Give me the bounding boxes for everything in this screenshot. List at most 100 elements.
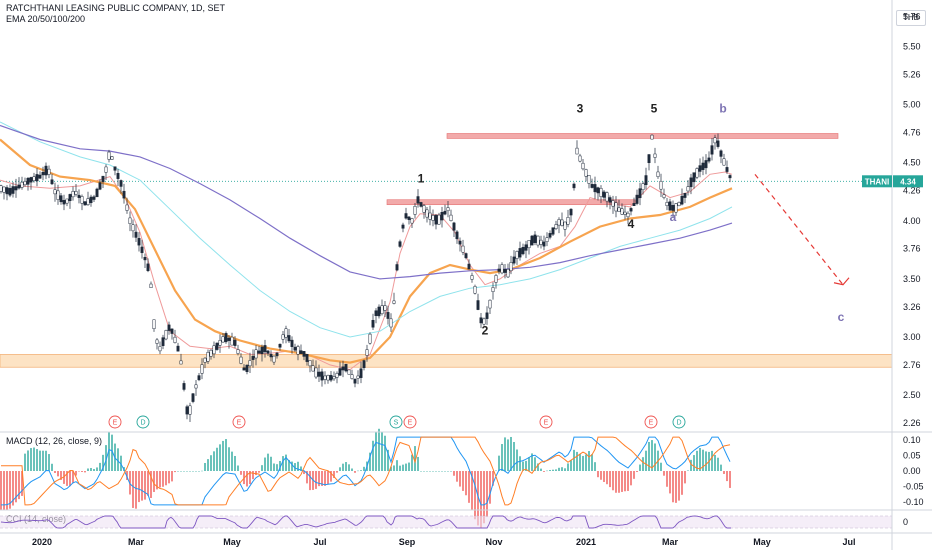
candle-body (143, 256, 147, 261)
candle-body (476, 300, 480, 310)
macd-histogram-bar (267, 453, 269, 471)
candle-body (356, 375, 360, 379)
macd-histogram-bar (681, 471, 683, 495)
candle-body (122, 190, 126, 199)
candle-body (725, 167, 729, 172)
candle-body (458, 240, 462, 245)
candle-body (569, 208, 573, 216)
macd-histogram-bar (684, 471, 686, 484)
macd-histogram-bar (171, 471, 173, 482)
candle-body (596, 187, 600, 194)
candle-body (713, 137, 717, 144)
macd-histogram-bar (651, 440, 653, 471)
candle-body (14, 186, 18, 191)
candle-body (2, 186, 6, 193)
candle-body (383, 305, 387, 311)
candle-body (545, 237, 549, 242)
candle-body (152, 319, 156, 330)
macd-histogram-bar (441, 471, 443, 472)
candle-body (347, 369, 351, 375)
macd-histogram-bar (252, 471, 254, 480)
x-tick-label: Mar (662, 537, 679, 547)
macd-histogram-bar (354, 471, 356, 473)
candle-body (332, 376, 336, 380)
macd-histogram-bar (483, 471, 485, 524)
macd-histogram-bar (294, 463, 296, 471)
macd-histogram-bar (306, 471, 308, 484)
ticker-symbol: THANI (865, 177, 889, 186)
candle-body (419, 202, 423, 207)
candle-body (368, 333, 372, 344)
candle-body (230, 336, 234, 346)
macd-histogram-bar (219, 444, 221, 471)
candle-body (176, 345, 180, 352)
event-marker (403, 415, 417, 429)
macd-histogram-bar (36, 449, 38, 471)
macd-histogram-bar (357, 470, 359, 472)
macd-histogram-bar (207, 459, 209, 471)
candle-body (50, 179, 54, 185)
candle-body (728, 175, 732, 179)
candle-body (701, 162, 705, 170)
candle-body (500, 264, 504, 274)
candle-body (305, 354, 309, 362)
candle-body (158, 346, 162, 352)
y-tick-label: 5.76 (903, 11, 921, 21)
macd-line (1, 436, 731, 506)
macd-histogram-bar (192, 471, 194, 472)
candle-body (113, 166, 117, 171)
macd-histogram-bar (543, 471, 545, 472)
candle-body (374, 310, 378, 316)
macd-histogram-bar (552, 469, 554, 471)
candle-body (77, 194, 81, 198)
candle-body (695, 168, 699, 178)
candle-body (0, 185, 3, 192)
macd-histogram-bar (618, 471, 620, 493)
macd-histogram-bar (612, 471, 614, 491)
macd-histogram-bar (576, 451, 578, 471)
candle-body (611, 200, 615, 207)
last-price-value: 4.34 (900, 177, 916, 186)
candle-body (227, 337, 231, 341)
candle-body (260, 346, 264, 355)
candle-body (680, 195, 684, 205)
candle-body (533, 234, 537, 243)
candle-body (479, 317, 483, 324)
candle-body (353, 378, 357, 384)
candle-body (707, 157, 711, 162)
candle-body (626, 212, 630, 218)
macd-histogram-bar (225, 439, 227, 471)
macd-histogram-bar (258, 471, 260, 473)
candle-body (449, 214, 453, 221)
candle-body (656, 171, 660, 177)
macd-histogram-bar (501, 444, 503, 471)
macd-histogram-bar (9, 471, 11, 509)
wave-label-4: 4 (628, 217, 635, 231)
macd-histogram-bar (228, 447, 230, 471)
candle-body (299, 350, 303, 354)
annotations: 1 2 3 4 5 a b c E D E S E E E D (108, 102, 850, 429)
macd-histogram-bar (456, 471, 458, 482)
currency-badge[interactable]: THB (896, 10, 926, 26)
macd-tick-label: 0.10 (903, 435, 921, 445)
candle-body (131, 224, 135, 232)
candle-body (722, 158, 726, 166)
macd-histogram-bar (411, 454, 413, 471)
macd-histogram-bar (330, 471, 332, 482)
candle-body (275, 352, 279, 357)
candle-body (653, 153, 657, 158)
candle-body (515, 251, 519, 259)
macd-histogram-bar (603, 471, 605, 482)
candle-body (560, 219, 564, 226)
candle-body (443, 210, 447, 215)
candle-body (539, 239, 543, 245)
candle-body (389, 318, 393, 328)
last-price-badge (893, 175, 923, 188)
macd-histogram-bar (378, 428, 380, 471)
candle-body (506, 269, 510, 278)
macd-histogram-bar (375, 431, 377, 471)
macd-histogram-bar (546, 470, 548, 472)
candle-body (173, 336, 177, 343)
event-marker (644, 415, 658, 429)
